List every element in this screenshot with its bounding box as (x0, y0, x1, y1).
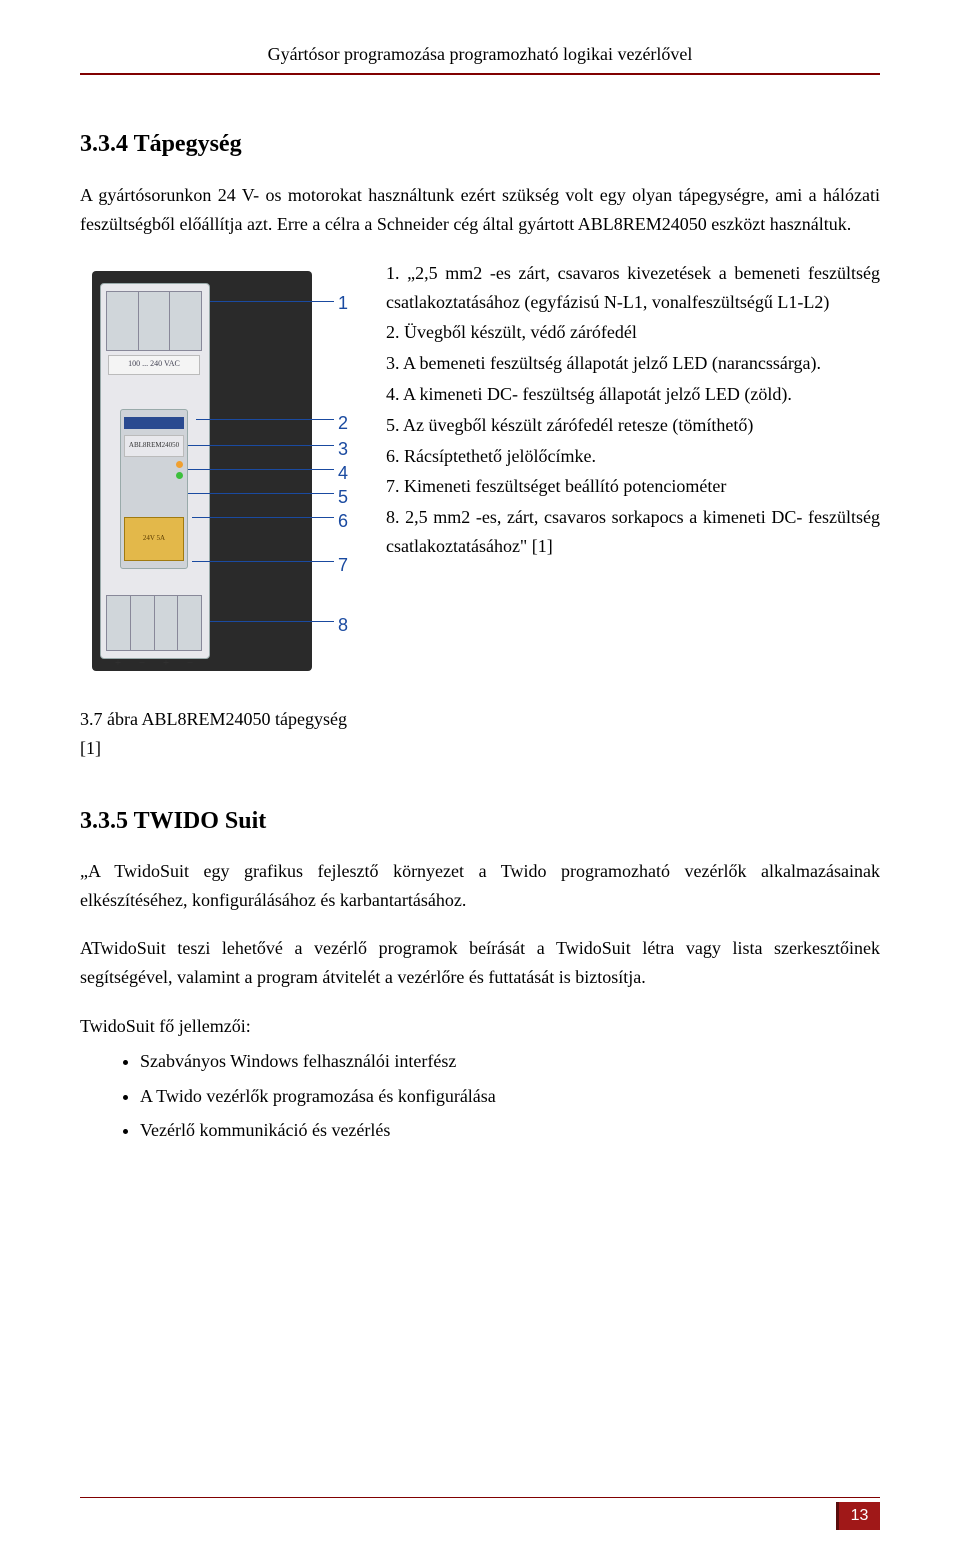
device-bottom-terminals (106, 595, 202, 651)
section2-para3: TwidoSuit fő jellemzői: (80, 1012, 880, 1041)
footer-rule (80, 1497, 880, 1498)
sign-plus2: + (163, 655, 169, 673)
list-item: 6. Rácsíptethető jelölőcímke. (386, 442, 880, 471)
list-item: 2. Üvegből készült, védő zárófedél (386, 318, 880, 347)
bullet-item: Szabványos Windows felhasználói interfés… (140, 1047, 880, 1076)
led-green-icon (176, 472, 183, 479)
sign-minus2: − (187, 655, 193, 673)
device-output-label: 24V 5A (124, 517, 184, 561)
callout-2: 2 (338, 409, 348, 438)
callout-line-6 (192, 517, 334, 518)
device-leds (176, 461, 184, 483)
page-header-title: Gyártósor programozása programozható log… (80, 40, 880, 69)
list-text: A bemeneti feszültség állapotát jelző LE… (403, 353, 821, 373)
device-figure: 100 ... 240 VAC ABL8REM24050 24V 5A + − … (80, 259, 370, 699)
callout-7: 7 (338, 551, 348, 580)
figure-and-list-row: 100 ... 240 VAC ABL8REM24050 24V 5A + − … (80, 259, 880, 763)
section1-para: A gyártósorunkon 24 V- os motorokat hasz… (80, 181, 880, 239)
section2-para1: „A TwidoSuit egy grafikus fejlesztő körn… (80, 857, 880, 915)
callout-8: 8 (338, 611, 348, 640)
callout-1: 1 (338, 289, 348, 318)
numbered-list: 1. „2,5 mm2 -es zárt, csavaros kivezetés… (380, 259, 880, 563)
sign-minus: − (139, 655, 145, 673)
list-item: 8. 2,5 mm2 -es, zárt, csavaros sorkapocs… (386, 503, 880, 561)
bullet-item: Vezérlő kommunikáció és vezérlés (140, 1116, 880, 1145)
feature-bullets: Szabványos Windows felhasználói interfés… (140, 1047, 880, 1145)
callout-6: 6 (338, 507, 348, 536)
callout-line-3 (188, 445, 334, 446)
section2-para2: ATwidoSuit teszi lehetővé a vezérlő prog… (80, 934, 880, 992)
list-item: 7. Kimeneti feszültséget beállító potenc… (386, 472, 880, 501)
figure-box: 100 ... 240 VAC ABL8REM24050 24V 5A + − … (80, 259, 370, 763)
device-input-label: 100 ... 240 VAC (108, 355, 200, 375)
list-text: Rácsíptethető jelölőcímke. (404, 446, 596, 466)
figure-caption: 3.7 ábra ABL8REM24050 tápegység [1] (80, 705, 370, 763)
list-item: 1. „2,5 mm2 -es zárt, csavaros kivezetés… (386, 259, 880, 317)
callout-line-5 (188, 493, 334, 494)
list-text: „2,5 mm2 -es zárt, csavaros kivezetések … (386, 263, 880, 312)
list-text: Üvegből készült, védő zárófedél (404, 322, 637, 342)
section-heading-334: 3.3.4 Tápegység (80, 125, 880, 163)
callout-line-7 (192, 561, 334, 562)
device-terminal-signs: + − + − (106, 655, 202, 673)
sign-plus: + (115, 655, 121, 673)
bullet-item: A Twido vezérlők programozása és konfigu… (140, 1082, 880, 1111)
page-number: 13 (836, 1502, 880, 1530)
device-top-terminals (106, 291, 202, 351)
list-item: 4. A kimeneti DC- feszültség állapotát j… (386, 380, 880, 409)
list-text: A kimeneti DC- feszültség állapotát jelz… (403, 384, 792, 404)
callout-line-8 (210, 621, 334, 622)
callout-line-4 (188, 469, 334, 470)
list-text: 2,5 mm2 -es, zárt, csavaros sorkapocs a … (386, 507, 880, 556)
list-text: Az üvegből készült zárófedél retesze (tö… (403, 415, 753, 435)
list-item: 3. A bemeneti feszültség állapotát jelző… (386, 349, 880, 378)
led-orange-icon (176, 461, 183, 468)
list-item: 5. Az üvegből készült zárófedél retesze … (386, 411, 880, 440)
callout-line-1 (210, 301, 334, 302)
list-text: Kimeneti feszültséget beállító potenciom… (404, 476, 726, 496)
section-heading-335: 3.3.5 TWIDO Suit (80, 802, 880, 840)
device-brand-bar (124, 417, 184, 429)
device-model-label: ABL8REM24050 (124, 435, 184, 457)
header-rule (80, 73, 880, 75)
callout-line-2 (196, 419, 334, 420)
